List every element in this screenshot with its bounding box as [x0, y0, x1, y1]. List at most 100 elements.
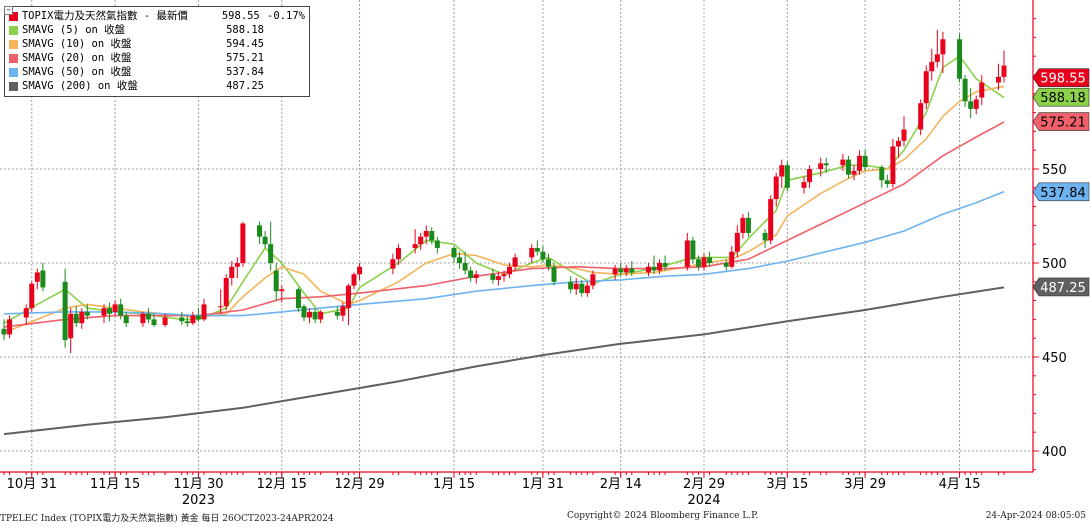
- candle-body: [40, 270, 46, 288]
- candle-body: [468, 270, 474, 279]
- candle-body: [818, 163, 824, 169]
- candle-body: [890, 146, 896, 185]
- candle-body: [884, 180, 890, 185]
- candle: [801, 176, 807, 194]
- candle-body: [195, 315, 201, 320]
- candle-body: [501, 274, 507, 277]
- legend-swatch-sma50: [9, 67, 18, 77]
- candle: [784, 161, 790, 192]
- candle-body: [23, 308, 29, 318]
- price-tag-bg: [1032, 87, 1090, 107]
- candle: [623, 264, 629, 277]
- x-tick-label: 3月 15: [766, 477, 808, 492]
- candle: [707, 251, 713, 267]
- legend-swatch-sma10: [9, 39, 18, 49]
- candle-body: [962, 78, 968, 102]
- x-year-label: 2024: [687, 493, 720, 508]
- candle-body: [968, 101, 974, 109]
- price-tags: 598.55 588.18 575.21 537.84 487.25: [1032, 68, 1090, 297]
- candle-body: [451, 247, 457, 258]
- candle: [295, 287, 301, 312]
- candle: [68, 308, 74, 354]
- candle-body: [579, 283, 585, 294]
- price-tag: 588.18: [1032, 87, 1090, 107]
- candle-body: [301, 306, 307, 318]
- candle: [745, 212, 751, 237]
- candle: [395, 244, 401, 265]
- candle: [140, 311, 146, 327]
- candle: [118, 298, 124, 320]
- legend-value: 594.45: [226, 38, 264, 50]
- candle-body: [257, 225, 263, 237]
- candle: [273, 263, 279, 301]
- candle: [418, 232, 424, 250]
- candle: [779, 159, 785, 188]
- candle-body: [184, 321, 190, 324]
- candle: [179, 311, 185, 326]
- candle-body: [273, 270, 279, 292]
- candle-body: [179, 317, 185, 322]
- candle-body: [629, 268, 635, 273]
- candle-body: [723, 263, 729, 267]
- x-tick-label: 12月 29: [334, 477, 384, 492]
- candle: [645, 263, 651, 277]
- legend-swatch-sma5: [9, 25, 18, 35]
- candle-body: [145, 313, 151, 320]
- candle: [184, 315, 190, 327]
- candle: [957, 33, 963, 83]
- candle: [345, 283, 351, 326]
- candle-body: [118, 304, 124, 316]
- candle: [807, 165, 813, 188]
- price-tag: 598.55: [1032, 68, 1090, 88]
- candle-body: [734, 232, 740, 252]
- candle: [695, 255, 701, 271]
- legend-swatch-sma20: [9, 53, 18, 63]
- candle-body: [862, 155, 868, 168]
- candle-body: [473, 274, 479, 279]
- candle-body: [218, 306, 224, 308]
- x-tick-label: 11月 15: [90, 477, 140, 492]
- candle: [701, 253, 707, 271]
- candle: [979, 75, 985, 106]
- candle-body: [318, 311, 324, 320]
- candle: [540, 246, 546, 263]
- legend-collapse-icon[interactable]: −: [4, 6, 13, 15]
- y-tick-label: 450: [1042, 351, 1067, 366]
- footer-timestamp: 24-Apr-2024 08:05:05: [985, 511, 1086, 521]
- y-tick-label: 500: [1042, 257, 1067, 272]
- candle-body: [590, 274, 596, 286]
- candle-body: [762, 232, 768, 241]
- candle-body: [262, 236, 268, 245]
- candle-body: [268, 244, 274, 263]
- candle: [657, 259, 663, 275]
- candle-body: [540, 251, 546, 260]
- x-tick-label: 1月 15: [433, 477, 475, 492]
- candle: [268, 221, 274, 271]
- candle-body: [940, 39, 946, 55]
- candle: [962, 75, 968, 107]
- price-tag-label: 588.18: [1040, 91, 1086, 106]
- candle: [973, 95, 979, 115]
- candle-body: [551, 266, 557, 282]
- x-tick-label: 11月 30: [173, 477, 223, 492]
- series-line: [3, 286, 1005, 436]
- candle-body: [545, 259, 551, 267]
- candle-body: [357, 266, 363, 275]
- candle: [723, 259, 729, 271]
- legend-label: TOPIX電力及天然氣指數 - 最新價: [21, 10, 188, 22]
- candle: [190, 311, 196, 326]
- price-tag-label: 487.25: [1040, 281, 1086, 296]
- candle: [390, 253, 396, 275]
- candle: [73, 306, 79, 327]
- candle-body: [857, 155, 863, 171]
- y-tick-label: 550: [1042, 163, 1067, 178]
- x-tick-label: 2月 14: [600, 477, 642, 492]
- candle: [23, 304, 29, 326]
- candle-body: [234, 263, 240, 267]
- candle: [279, 285, 285, 303]
- candle-body: [1, 328, 7, 335]
- candle-body: [695, 259, 701, 267]
- price-tag: 537.84: [1032, 182, 1090, 202]
- price-tag-label: 575.21: [1040, 116, 1086, 131]
- candle-body: [307, 311, 313, 318]
